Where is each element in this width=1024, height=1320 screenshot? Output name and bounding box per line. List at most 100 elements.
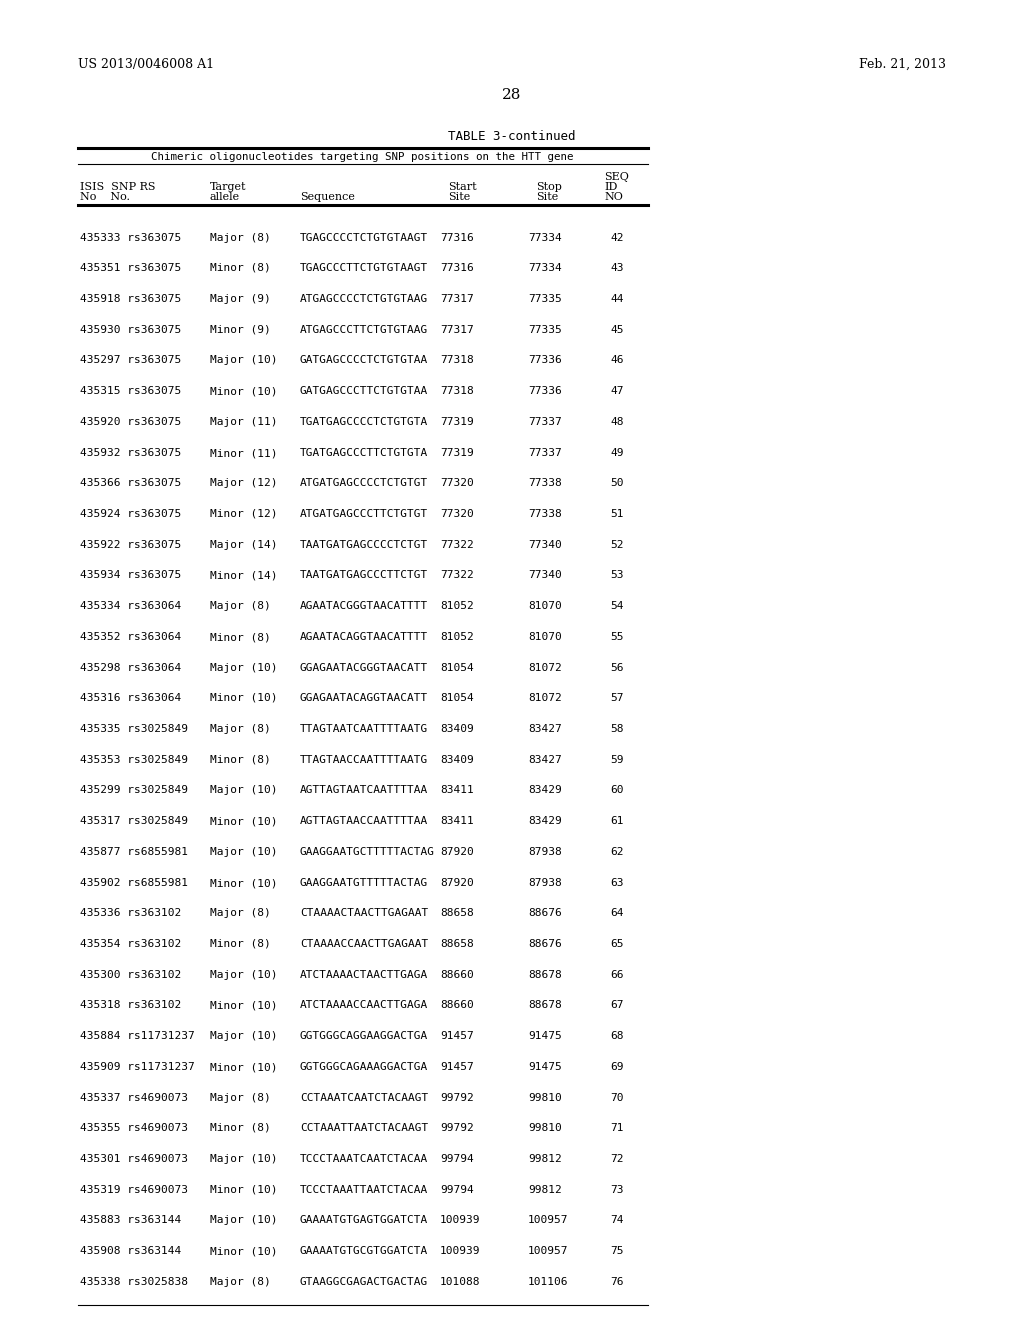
Text: GAAAATGTGCGTGGATCTA: GAAAATGTGCGTGGATCTA — [300, 1246, 428, 1257]
Text: Major (10): Major (10) — [210, 847, 278, 857]
Text: AGTTAGTAATCAATTTTAA: AGTTAGTAATCAATTTTAA — [300, 785, 428, 795]
Text: 91457: 91457 — [440, 1031, 474, 1041]
Text: Minor (8): Minor (8) — [210, 263, 270, 273]
Text: 81072: 81072 — [528, 693, 562, 704]
Text: 435932 rs363075: 435932 rs363075 — [80, 447, 181, 458]
Text: 77320: 77320 — [440, 510, 474, 519]
Text: Major (10): Major (10) — [210, 1154, 278, 1164]
Text: 43: 43 — [610, 263, 624, 273]
Text: 435319 rs4690073: 435319 rs4690073 — [80, 1185, 188, 1195]
Text: 77336: 77336 — [528, 385, 562, 396]
Text: TAATGATGAGCCCCTCTGT: TAATGATGAGCCCCTCTGT — [300, 540, 428, 550]
Text: 100939: 100939 — [440, 1214, 480, 1225]
Text: 54: 54 — [610, 601, 624, 611]
Text: ATGATGAGCCCCTCTGTGT: ATGATGAGCCCCTCTGTGT — [300, 478, 428, 488]
Text: 81070: 81070 — [528, 632, 562, 642]
Text: 88678: 88678 — [528, 1001, 562, 1010]
Text: 60: 60 — [610, 785, 624, 795]
Text: 81052: 81052 — [440, 632, 474, 642]
Text: 83429: 83429 — [528, 785, 562, 795]
Text: Minor (10): Minor (10) — [210, 878, 278, 888]
Text: 87920: 87920 — [440, 847, 474, 857]
Text: 59: 59 — [610, 755, 624, 766]
Text: 435883 rs363144: 435883 rs363144 — [80, 1214, 181, 1225]
Text: 91475: 91475 — [528, 1031, 562, 1041]
Text: 77335: 77335 — [528, 294, 562, 304]
Text: 48: 48 — [610, 417, 624, 426]
Text: TCCCTAAATCAATCTACAA: TCCCTAAATCAATCTACAA — [300, 1154, 428, 1164]
Text: 77316: 77316 — [440, 263, 474, 273]
Text: 99792: 99792 — [440, 1123, 474, 1133]
Text: 75: 75 — [610, 1246, 624, 1257]
Text: 83411: 83411 — [440, 816, 474, 826]
Text: 64: 64 — [610, 908, 624, 917]
Text: Major (10): Major (10) — [210, 663, 278, 673]
Text: Minor (10): Minor (10) — [210, 1001, 278, 1010]
Text: 77340: 77340 — [528, 570, 562, 579]
Text: 88658: 88658 — [440, 939, 474, 949]
Text: ATGAGCCCTTCTGTGTAAG: ATGAGCCCTTCTGTGTAAG — [300, 325, 428, 335]
Text: TGATGAGCCCCTCTGTGTA: TGATGAGCCCCTCTGTGTA — [300, 417, 428, 426]
Text: 77334: 77334 — [528, 263, 562, 273]
Text: Major (10): Major (10) — [210, 785, 278, 795]
Text: ATGATGAGCCCTTCTGTGT: ATGATGAGCCCTTCTGTGT — [300, 510, 428, 519]
Text: 77334: 77334 — [528, 234, 562, 243]
Text: 77318: 77318 — [440, 355, 474, 366]
Text: CCTAAATCAATCTACAAGT: CCTAAATCAATCTACAAGT — [300, 1093, 428, 1104]
Text: 70: 70 — [610, 1093, 624, 1104]
Text: Minor (12): Minor (12) — [210, 510, 278, 519]
Text: 88660: 88660 — [440, 970, 474, 979]
Text: AGAATACAGGTAACATTTT: AGAATACAGGTAACATTTT — [300, 632, 428, 642]
Text: Major (8): Major (8) — [210, 908, 270, 917]
Text: GGAGAATACAGGTAACATT: GGAGAATACAGGTAACATT — [300, 693, 428, 704]
Text: 45: 45 — [610, 325, 624, 335]
Text: Minor (10): Minor (10) — [210, 816, 278, 826]
Text: 435366 rs363075: 435366 rs363075 — [80, 478, 181, 488]
Text: Minor (10): Minor (10) — [210, 693, 278, 704]
Text: 83409: 83409 — [440, 755, 474, 766]
Text: TGATGAGCCCTTCTGTGTA: TGATGAGCCCTTCTGTGTA — [300, 447, 428, 458]
Text: 99794: 99794 — [440, 1185, 474, 1195]
Text: CCTAAATTAATCTACAAGT: CCTAAATTAATCTACAAGT — [300, 1123, 428, 1133]
Text: 435351 rs363075: 435351 rs363075 — [80, 263, 181, 273]
Text: 77338: 77338 — [528, 478, 562, 488]
Text: 435315 rs363075: 435315 rs363075 — [80, 385, 181, 396]
Text: 56: 56 — [610, 663, 624, 673]
Text: Stop: Stop — [536, 182, 562, 191]
Text: 91475: 91475 — [528, 1063, 562, 1072]
Text: NO: NO — [604, 191, 623, 202]
Text: GGTGGGCAGAAAGGACTGA: GGTGGGCAGAAAGGACTGA — [300, 1063, 428, 1072]
Text: 101088: 101088 — [440, 1276, 480, 1287]
Text: 77322: 77322 — [440, 570, 474, 579]
Text: 88676: 88676 — [528, 939, 562, 949]
Text: US 2013/0046008 A1: US 2013/0046008 A1 — [78, 58, 214, 71]
Text: 62: 62 — [610, 847, 624, 857]
Text: TTAGTAATCAATTTTAATG: TTAGTAATCAATTTTAATG — [300, 723, 428, 734]
Text: 435297 rs363075: 435297 rs363075 — [80, 355, 181, 366]
Text: Minor (8): Minor (8) — [210, 755, 270, 766]
Text: SEQ: SEQ — [604, 172, 629, 182]
Text: ISIS  SNP RS: ISIS SNP RS — [80, 182, 156, 191]
Text: 435355 rs4690073: 435355 rs4690073 — [80, 1123, 188, 1133]
Text: 81054: 81054 — [440, 663, 474, 673]
Text: 435317 rs3025849: 435317 rs3025849 — [80, 816, 188, 826]
Text: Site: Site — [536, 191, 558, 202]
Text: 435338 rs3025838: 435338 rs3025838 — [80, 1276, 188, 1287]
Text: 435934 rs363075: 435934 rs363075 — [80, 570, 181, 579]
Text: 88676: 88676 — [528, 908, 562, 917]
Text: 435353 rs3025849: 435353 rs3025849 — [80, 755, 188, 766]
Text: 87920: 87920 — [440, 878, 474, 888]
Text: 435337 rs4690073: 435337 rs4690073 — [80, 1093, 188, 1104]
Text: Major (8): Major (8) — [210, 1093, 270, 1104]
Text: 435336 rs363102: 435336 rs363102 — [80, 908, 181, 917]
Text: 77319: 77319 — [440, 417, 474, 426]
Text: ATCTAAAACCAACTTGAGA: ATCTAAAACCAACTTGAGA — [300, 1001, 428, 1010]
Text: Minor (10): Minor (10) — [210, 1246, 278, 1257]
Text: Major (8): Major (8) — [210, 723, 270, 734]
Text: Major (12): Major (12) — [210, 478, 278, 488]
Text: 77319: 77319 — [440, 447, 474, 458]
Text: ID: ID — [604, 182, 617, 191]
Text: 435930 rs363075: 435930 rs363075 — [80, 325, 181, 335]
Text: 83427: 83427 — [528, 755, 562, 766]
Text: 81054: 81054 — [440, 693, 474, 704]
